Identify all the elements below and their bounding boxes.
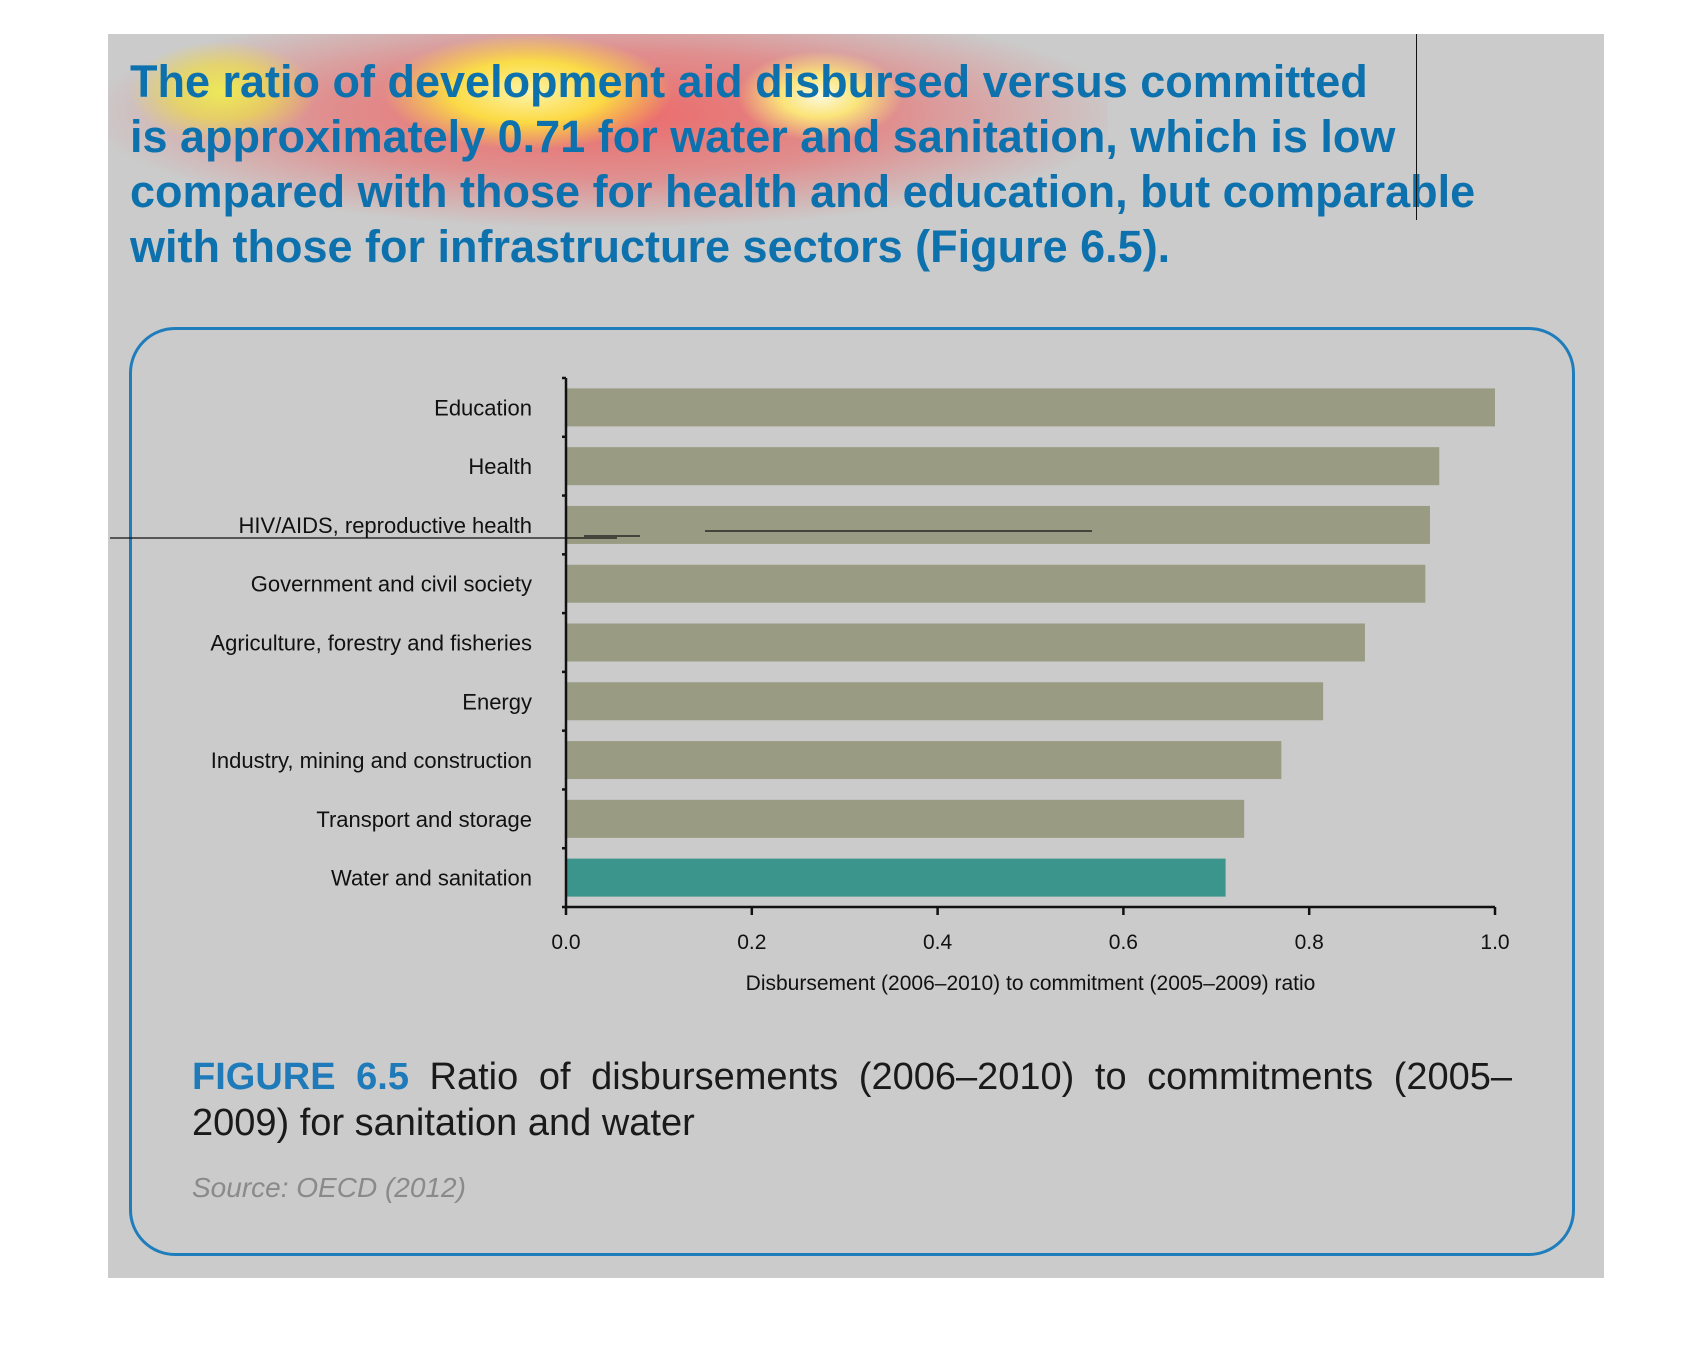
category-label: Agriculture, forestry and fisheries	[210, 631, 532, 656]
bar	[566, 447, 1440, 486]
x-tick-label: 0.6	[1109, 931, 1138, 954]
bar	[566, 623, 1365, 662]
bar	[566, 505, 1430, 544]
figure-number: FIGURE 6.5	[192, 1056, 409, 1098]
category-label: Energy	[462, 689, 532, 714]
figure-box	[129, 327, 1575, 1256]
figure-caption-text: Ratio of disbursements (2006–2010) to co…	[192, 1056, 1512, 1144]
x-tick-label: 0.2	[737, 931, 766, 954]
bar	[566, 388, 1495, 427]
x-tick-label: 0.0	[551, 931, 580, 954]
category-label: Health	[468, 454, 532, 479]
bar	[566, 741, 1282, 780]
bar	[566, 682, 1324, 721]
page-panel: The ratio of development aid disbursed v…	[108, 34, 1604, 1278]
bar	[566, 799, 1245, 838]
text-cursor	[1416, 34, 1417, 220]
x-tick-label: 0.8	[1295, 931, 1324, 954]
x-tick-label: 0.4	[923, 931, 953, 954]
bar-chart: Education Health HIV/AIDS, reproductive he…	[210, 376, 1510, 995]
figure-source: Source: OECD (2012)	[192, 1172, 466, 1203]
category-label: Industry, mining and construction	[211, 748, 532, 773]
x-axis-title: Disbursement (2006–2010) to commitment (…	[746, 972, 1316, 995]
intro-paragraph: The ratio of development aid disbursed v…	[130, 56, 1476, 272]
category-label: HIV/AIDS, reproductive health	[239, 513, 532, 538]
category-label: Water and sanitation	[331, 866, 532, 891]
bar	[566, 564, 1426, 603]
figure-caption: FIGURE 6.5 Ratio of disbursements (2006–…	[192, 1054, 1512, 1146]
category-label: Education	[434, 395, 532, 420]
category-label: Transport and storage	[316, 807, 532, 832]
category-label: Government and civil society	[251, 572, 532, 597]
bar	[566, 858, 1226, 897]
x-tick-label: 1.0	[1480, 931, 1509, 954]
